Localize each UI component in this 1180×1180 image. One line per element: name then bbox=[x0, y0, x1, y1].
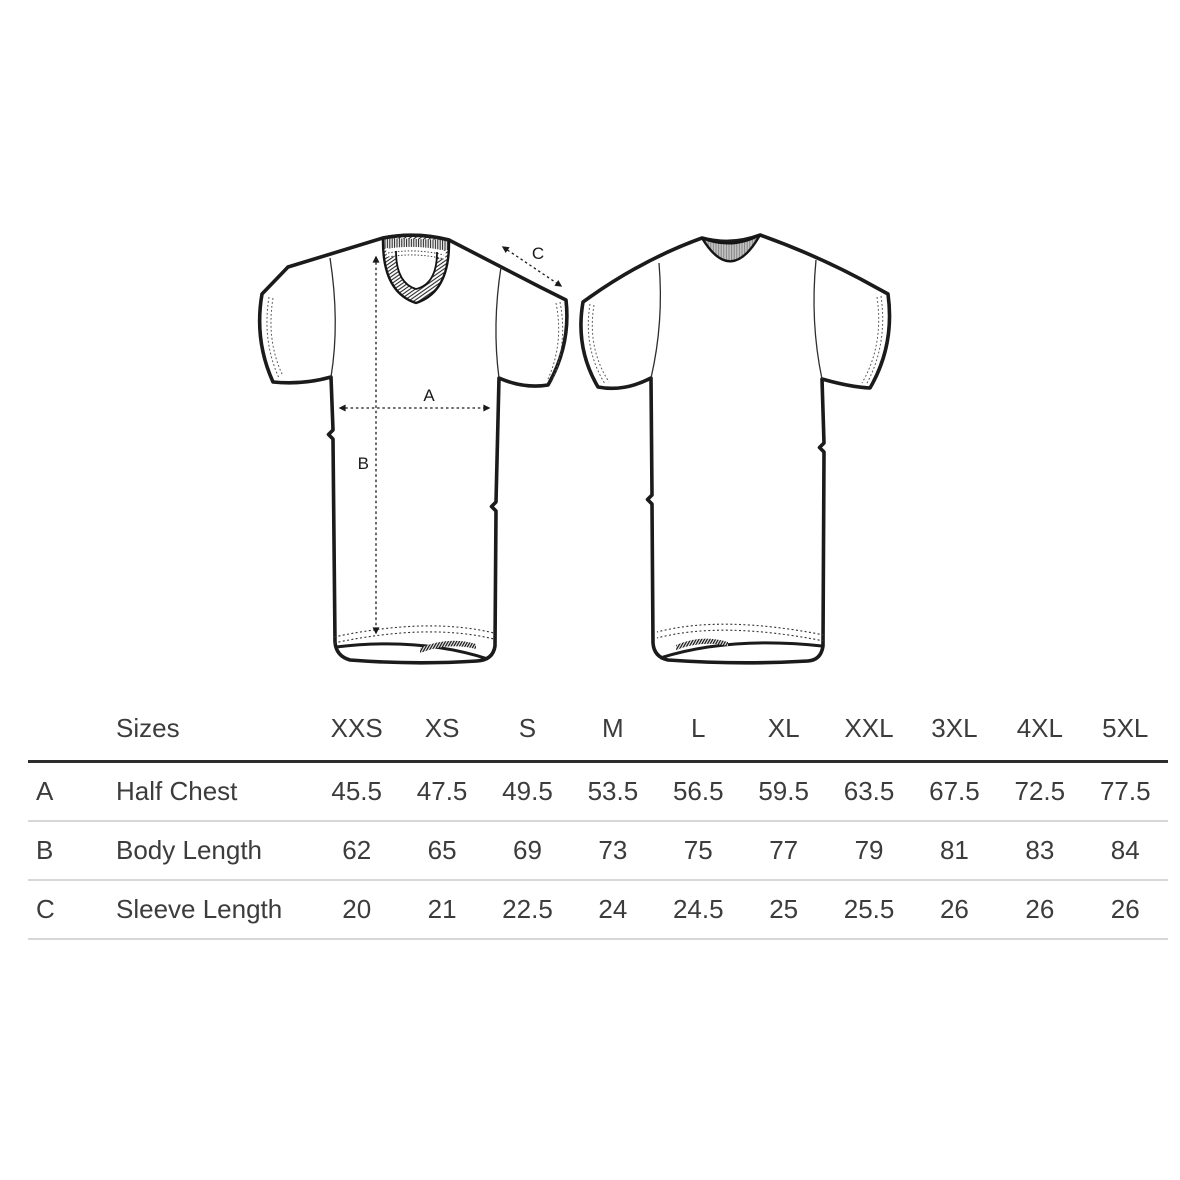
measurement-value: 72.5 bbox=[997, 761, 1083, 822]
row-letter: B bbox=[28, 821, 116, 881]
back-collar bbox=[700, 233, 762, 263]
front-right-armhole-seam bbox=[495, 266, 502, 379]
back-hem-detail bbox=[656, 623, 825, 660]
back-hem-stitch-patch bbox=[676, 638, 728, 650]
measurement-value: 81 bbox=[911, 821, 998, 881]
size-column-header: 3XL bbox=[911, 701, 998, 763]
size-column-header: M bbox=[570, 701, 656, 763]
header-letter-spacer bbox=[28, 701, 116, 763]
measurement-value: 77.5 bbox=[1082, 761, 1168, 822]
size-column-header: XXS bbox=[314, 701, 400, 763]
size-table-section: Sizes XXS XS S M L XL XXL 3XL 4XL 5XL A … bbox=[28, 701, 1168, 940]
front-hem-detail bbox=[333, 625, 495, 661]
measurement-value: 75 bbox=[655, 821, 741, 881]
size-column-header: 4XL bbox=[997, 701, 1083, 763]
tshirt-back-view bbox=[579, 233, 892, 665]
measurement-value: 56.5 bbox=[655, 761, 741, 822]
measurement-value: 24.5 bbox=[655, 880, 741, 940]
measurement-value: 59.5 bbox=[740, 761, 827, 822]
front-left-armhole-seam bbox=[329, 257, 336, 378]
front-hem-stitch-patch bbox=[420, 640, 476, 653]
measurement-value: 21 bbox=[399, 880, 485, 940]
tshirt-back-body-outline bbox=[579, 233, 892, 665]
measurement-label-b: B bbox=[358, 454, 369, 473]
measurement-label-c: C bbox=[532, 244, 544, 263]
measurement-value: 20 bbox=[314, 880, 400, 940]
measurement-value: 47.5 bbox=[399, 761, 485, 822]
table-row-sleeve-length: C Sleeve Length 20 21 22.5 24 24.5 25 25… bbox=[28, 880, 1168, 940]
measurement-value: 65 bbox=[399, 821, 485, 881]
measurement-value: 53.5 bbox=[570, 761, 656, 822]
row-letter: C bbox=[28, 880, 116, 940]
front-collar bbox=[381, 233, 451, 305]
measurement-annotations: A B C bbox=[338, 244, 563, 635]
tshirt-front-view: A B C bbox=[257, 233, 569, 665]
measurement-value: 49.5 bbox=[484, 761, 571, 822]
table-row-half-chest: A Half Chest 45.5 47.5 49.5 53.5 56.5 59… bbox=[28, 761, 1168, 822]
row-measure-name: Body Length bbox=[116, 821, 314, 881]
front-sleeve-stitching bbox=[266, 296, 564, 382]
measurement-value: 67.5 bbox=[911, 761, 998, 822]
table-row-body-length: B Body Length 62 65 69 73 75 77 79 81 83… bbox=[28, 821, 1168, 881]
measurement-value: 83 bbox=[997, 821, 1083, 881]
measurement-value: 26 bbox=[997, 880, 1083, 940]
size-column-header: XS bbox=[399, 701, 485, 763]
measurement-value: 79 bbox=[826, 821, 912, 881]
measurement-label-a: A bbox=[423, 386, 435, 405]
measurement-value: 26 bbox=[1082, 880, 1168, 940]
back-sleeve-stitching bbox=[587, 295, 884, 386]
measurement-value: 77 bbox=[740, 821, 827, 881]
measurement-value: 22.5 bbox=[484, 880, 571, 940]
row-measure-name: Half Chest bbox=[116, 761, 314, 822]
tshirt-measurement-diagram: A B C bbox=[257, 233, 892, 665]
row-measure-name: Sleeve Length bbox=[116, 880, 314, 940]
measurement-value: 84 bbox=[1082, 821, 1168, 881]
measurement-value: 45.5 bbox=[314, 761, 400, 822]
size-column-header: S bbox=[484, 701, 571, 763]
measurement-value: 26 bbox=[911, 880, 998, 940]
tshirt-front-body-outline bbox=[257, 233, 569, 665]
measurement-value: 25 bbox=[740, 880, 827, 940]
back-left-armhole-seam bbox=[650, 262, 662, 379]
header-sizes: Sizes bbox=[116, 701, 314, 763]
size-table-header-row: Sizes XXS XS S M L XL XXL 3XL 4XL 5XL bbox=[28, 701, 1168, 763]
measurement-value: 24 bbox=[570, 880, 656, 940]
measurement-value: 25.5 bbox=[826, 880, 912, 940]
size-column-header: XL bbox=[740, 701, 827, 763]
measurement-value: 62 bbox=[314, 821, 400, 881]
size-table: Sizes XXS XS S M L XL XXL 3XL 4XL 5XL A … bbox=[28, 701, 1168, 940]
size-column-header: 5XL bbox=[1082, 701, 1168, 763]
row-letter: A bbox=[28, 761, 116, 822]
measurement-value: 63.5 bbox=[826, 761, 912, 822]
back-right-armhole-seam bbox=[813, 259, 823, 380]
measurement-value: 73 bbox=[570, 821, 656, 881]
size-column-header: XXL bbox=[826, 701, 912, 763]
size-column-header: L bbox=[655, 701, 741, 763]
measurement-value: 69 bbox=[484, 821, 571, 881]
measurement-arrow-c bbox=[501, 246, 563, 287]
tshirt-diagram-svg: A B C bbox=[257, 233, 892, 665]
